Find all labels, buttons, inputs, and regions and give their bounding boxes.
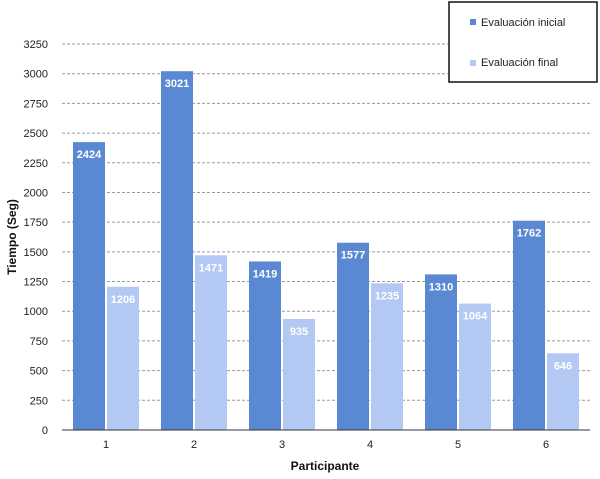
legend-box (448, 1, 598, 83)
x-tick-label: 6 (543, 439, 549, 451)
x-tick-label: 2 (191, 439, 197, 451)
bar-final-4 (371, 283, 403, 430)
legend-label-evaluacion-final: Evaluación final (481, 57, 558, 69)
data-label: 3021 (165, 78, 189, 90)
y-tick-label: 750 (30, 336, 48, 348)
bars: 2424 1206 3021 1471 1419 935 1577 1235 1310 1064 1… (73, 71, 579, 430)
bar-final-6 (547, 353, 579, 430)
x-axis-ticks: 1 2 3 4 5 6 (103, 439, 549, 451)
data-label: 1206 (111, 294, 135, 306)
bar-inicial-2 (161, 71, 193, 430)
data-label: 1235 (375, 290, 399, 302)
data-label: 2424 (77, 149, 102, 161)
bar-inicial-1 (73, 142, 105, 430)
data-label: 1577 (341, 250, 365, 262)
bar-inicial-3 (249, 261, 281, 430)
bar-final-5 (459, 303, 491, 430)
y-tick-label: 1750 (24, 217, 48, 229)
legend-swatch-evaluacion-final (470, 60, 476, 66)
y-tick-label: 2500 (24, 128, 48, 140)
legend-swatch-evaluacion-inicial (470, 19, 476, 25)
bar-final-2 (195, 255, 227, 430)
y-tick-label: 500 (30, 366, 48, 378)
bar-final-3 (283, 318, 315, 430)
y-tick-label: 1250 (24, 277, 48, 289)
data-label: 1419 (253, 268, 277, 280)
x-tick-label: 4 (367, 439, 373, 451)
bar-inicial-6 (513, 220, 545, 430)
y-axis-ticks: 0 250 500 750 1000 1250 1500 1750 2000 2250 2500 27… (24, 39, 48, 437)
y-tick-label: 2750 (24, 98, 48, 110)
y-tick-label: 0 (42, 425, 48, 437)
y-tick-label: 1000 (24, 306, 48, 318)
x-tick-label: 1 (103, 439, 109, 451)
data-label: 1064 (463, 311, 488, 323)
x-axis-title: Participante (291, 459, 360, 473)
bar-final-1 (107, 286, 139, 430)
legend: Evaluación inicial Evaluación final (448, 1, 598, 83)
y-tick-label: 3000 (24, 69, 48, 81)
y-tick-label: 2250 (24, 158, 48, 170)
x-tick-label: 3 (279, 439, 285, 451)
y-tick-label: 3250 (24, 39, 48, 51)
data-label: 935 (290, 326, 308, 338)
data-label: 1471 (199, 262, 223, 274)
y-tick-label: 1500 (24, 247, 48, 259)
y-axis-title: Tiempo (Seg) (5, 199, 19, 275)
y-tick-label: 2000 (24, 187, 48, 199)
data-label: 1310 (429, 281, 453, 293)
x-tick-label: 5 (455, 439, 461, 451)
legend-label-evaluacion-inicial: Evaluación inicial (481, 17, 565, 29)
data-label: 646 (554, 360, 572, 372)
gridlines (62, 43, 590, 401)
bar-inicial-5 (425, 274, 457, 430)
data-label: 1762 (517, 228, 541, 240)
bar-inicial-4 (337, 242, 369, 430)
y-tick-label: 250 (30, 395, 48, 407)
